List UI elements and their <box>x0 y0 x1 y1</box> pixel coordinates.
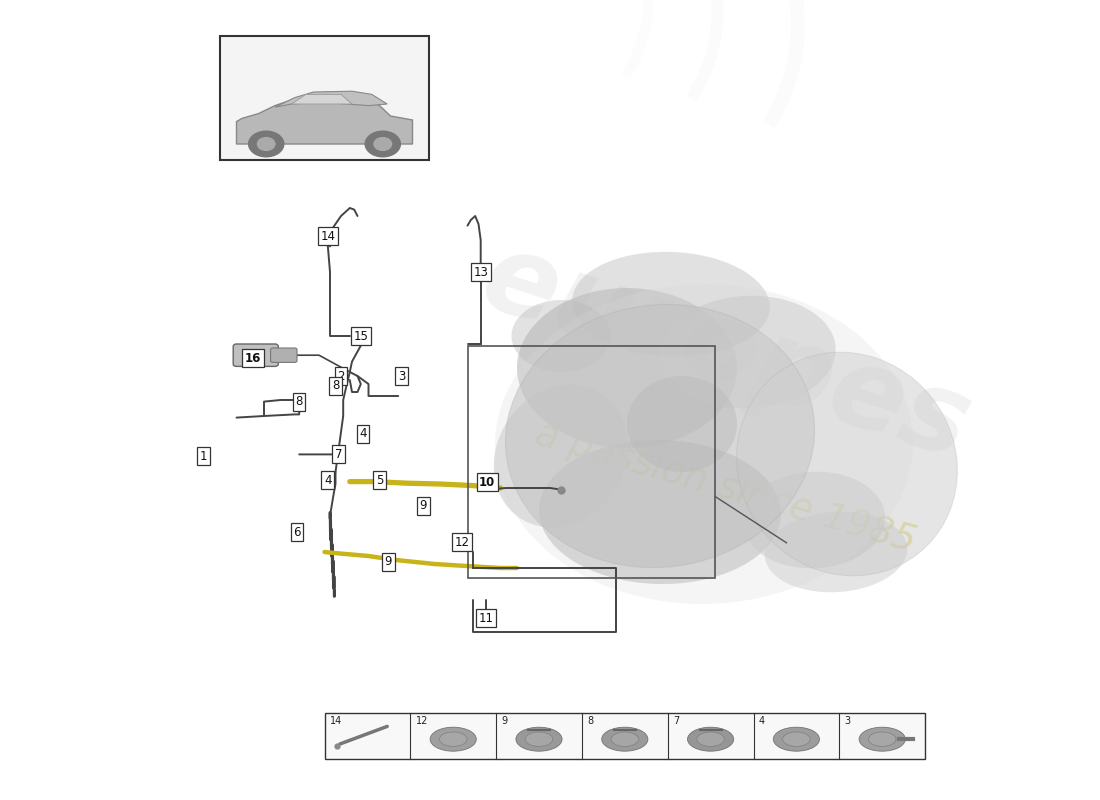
Ellipse shape <box>494 385 628 527</box>
Text: europes: europes <box>469 223 983 481</box>
Text: 9: 9 <box>385 555 392 568</box>
Text: 12: 12 <box>416 716 428 726</box>
Text: 8: 8 <box>332 379 339 392</box>
Text: 3: 3 <box>398 370 405 382</box>
Ellipse shape <box>512 300 610 372</box>
Text: 12: 12 <box>454 536 470 549</box>
Text: 4: 4 <box>360 427 366 440</box>
Circle shape <box>257 138 275 150</box>
Bar <box>324 713 925 759</box>
Ellipse shape <box>439 732 466 746</box>
Text: 14: 14 <box>320 230 336 242</box>
Ellipse shape <box>742 472 886 568</box>
Text: 2: 2 <box>338 370 344 382</box>
Ellipse shape <box>859 727 905 751</box>
Text: 15: 15 <box>353 330 369 342</box>
Ellipse shape <box>688 727 734 751</box>
Circle shape <box>374 138 392 150</box>
Text: 8: 8 <box>587 716 594 726</box>
Text: 11: 11 <box>478 612 494 625</box>
Circle shape <box>365 131 400 157</box>
Text: 6: 6 <box>294 526 300 538</box>
FancyBboxPatch shape <box>271 348 297 362</box>
Bar <box>220 36 429 160</box>
Ellipse shape <box>525 732 552 746</box>
Ellipse shape <box>539 440 781 584</box>
Text: a passion since 1985: a passion since 1985 <box>531 416 921 560</box>
Text: 4: 4 <box>324 474 331 486</box>
Ellipse shape <box>627 376 737 472</box>
Ellipse shape <box>572 252 770 356</box>
Text: 3: 3 <box>845 716 851 726</box>
Text: 9: 9 <box>420 499 427 512</box>
Text: 13: 13 <box>473 266 488 278</box>
Ellipse shape <box>516 727 562 751</box>
Ellipse shape <box>773 727 820 751</box>
Text: 10: 10 <box>480 476 495 489</box>
Polygon shape <box>275 91 387 107</box>
Polygon shape <box>292 94 352 104</box>
Text: 16: 16 <box>245 352 261 365</box>
FancyBboxPatch shape <box>233 344 278 366</box>
Ellipse shape <box>737 352 957 576</box>
Ellipse shape <box>505 304 815 568</box>
Ellipse shape <box>602 727 648 751</box>
Ellipse shape <box>495 284 913 604</box>
Circle shape <box>249 131 284 157</box>
Ellipse shape <box>430 727 476 751</box>
Text: 14: 14 <box>330 716 342 726</box>
Text: 7: 7 <box>336 448 342 461</box>
Bar <box>468 346 715 578</box>
Ellipse shape <box>660 296 836 408</box>
Text: 7: 7 <box>673 716 680 726</box>
Ellipse shape <box>783 732 810 746</box>
Ellipse shape <box>697 732 724 746</box>
Ellipse shape <box>517 288 737 448</box>
Text: 9: 9 <box>502 716 508 726</box>
Text: 8: 8 <box>296 395 303 408</box>
Text: 1: 1 <box>200 450 207 462</box>
Polygon shape <box>236 98 412 144</box>
Text: 4: 4 <box>759 716 766 726</box>
Ellipse shape <box>764 512 908 592</box>
Ellipse shape <box>869 732 895 746</box>
Text: 5: 5 <box>376 474 383 486</box>
Ellipse shape <box>612 732 638 746</box>
